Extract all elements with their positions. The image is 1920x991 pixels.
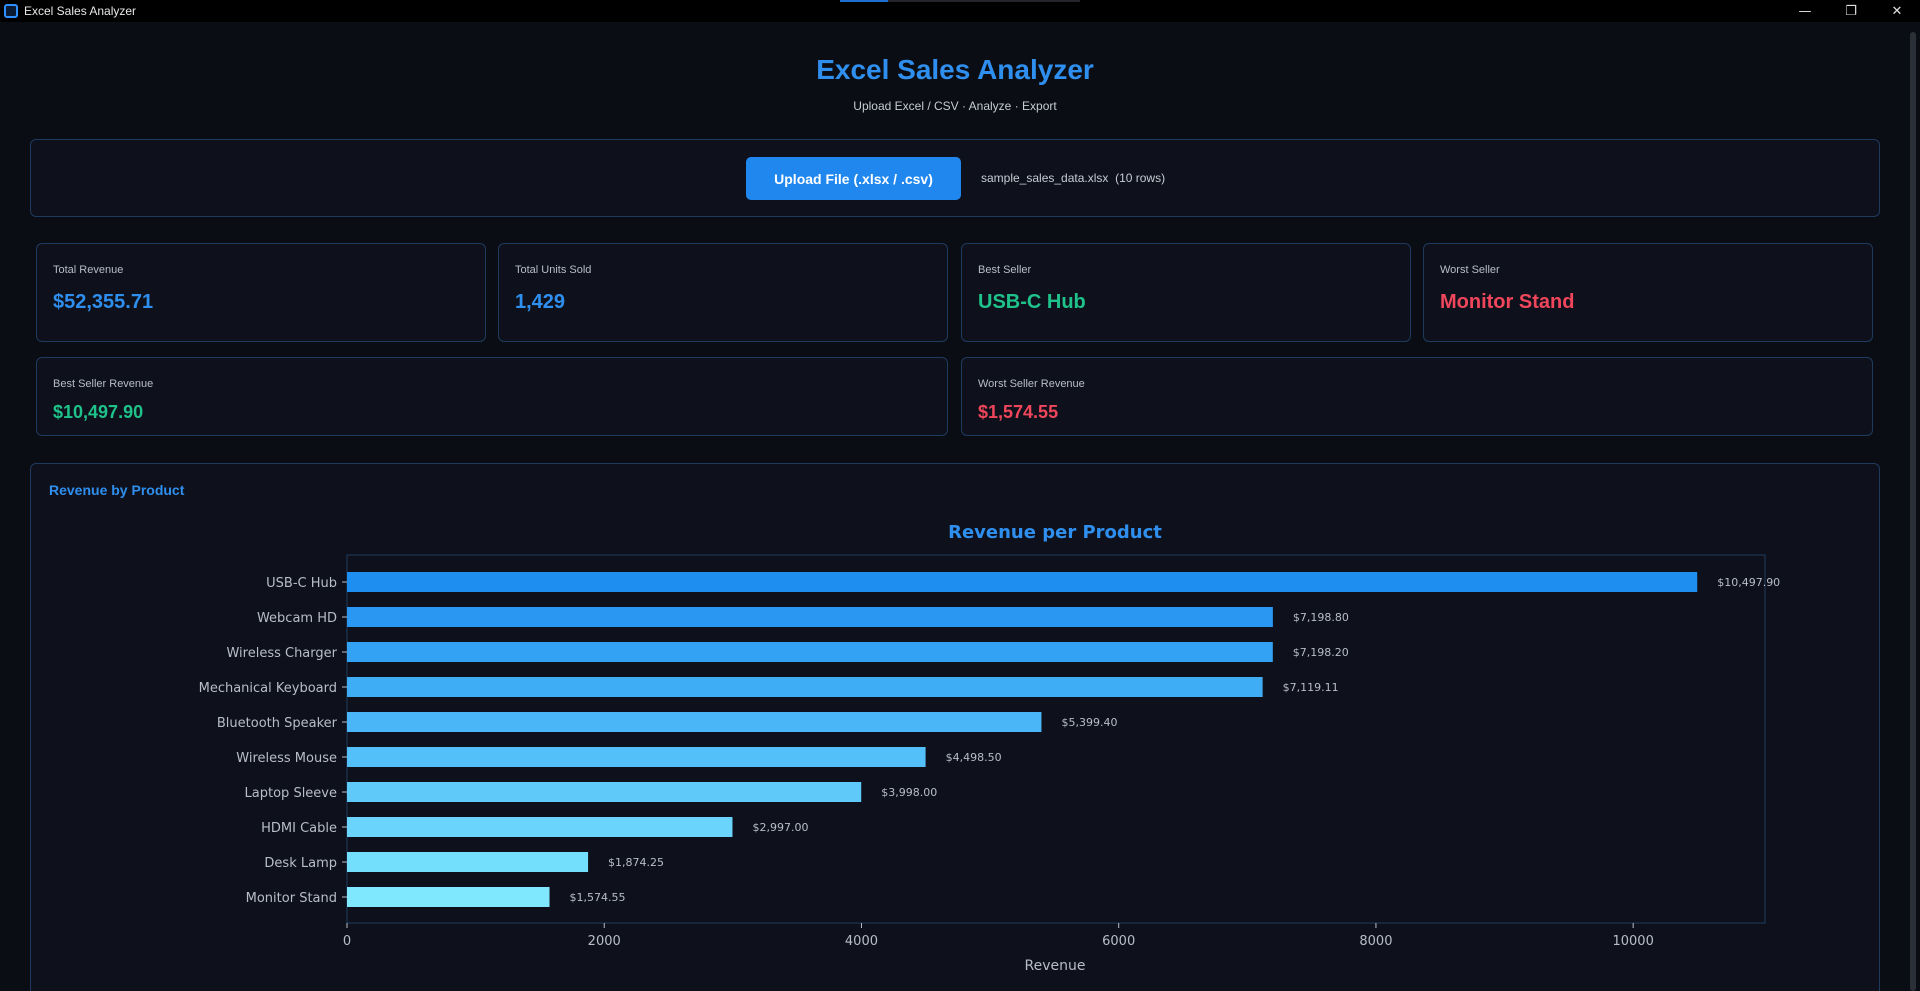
x-tick-label: 0 (343, 934, 351, 949)
best-seller-card: Best Seller USB-C Hub (961, 243, 1411, 342)
bar-desk-lamp (347, 852, 589, 872)
x-tick-label: 10000 (1612, 934, 1653, 949)
best-seller-revenue-value: $10,497.90 (53, 402, 144, 422)
revenue-chart-panel: Revenue by Product Revenue per Product $… (30, 463, 1880, 991)
titlebar-accent (840, 0, 1080, 2)
bar-usb-c-hub (347, 572, 1698, 592)
vertical-scrollbar[interactable] (1906, 22, 1920, 991)
bar-bluetooth-speaker (347, 712, 1042, 732)
window-title: Excel Sales Analyzer (24, 4, 137, 18)
bar-data-label: $4,498.50 (946, 751, 1002, 764)
y-tick-label: Laptop Sleeve (245, 786, 337, 801)
x-tick-label: 2000 (588, 934, 621, 949)
y-tick-label: Webcam HD (257, 611, 337, 626)
bar-data-label: $7,198.20 (1293, 646, 1349, 659)
bar-data-label: $1,874.25 (608, 856, 664, 869)
file-info-text: sample_sales_data.xlsx (10 rows) (981, 171, 1166, 185)
bar-laptop-sleeve (347, 782, 862, 802)
x-tick-label: 4000 (845, 934, 878, 949)
bar-data-label: $2,997.00 (752, 821, 808, 834)
worst-seller-card: Worst Seller Monitor Stand (1423, 243, 1873, 342)
y-tick-label: Wireless Mouse (236, 751, 337, 766)
y-tick-label: Desk Lamp (264, 856, 337, 871)
upload-file-button[interactable]: Upload File (.xlsx / .csv) (746, 157, 961, 200)
y-tick-label: Monitor Stand (246, 891, 337, 906)
y-tick-label: USB-C Hub (266, 576, 337, 591)
bar-data-label: $3,998.00 (881, 786, 937, 799)
best-seller-value: USB-C Hub (978, 291, 1086, 313)
plot-area (346, 554, 1766, 924)
bar-monitor-stand (347, 887, 550, 907)
card-label: Worst Seller (1440, 264, 1500, 276)
best-seller-revenue-card: Best Seller Revenue $10,497.90 (36, 357, 948, 436)
bar-data-label: $7,119.11 (1283, 681, 1339, 694)
bar-wireless-mouse (347, 747, 926, 767)
window-titlebar: Excel Sales Analyzer — ❐ ✕ (0, 0, 1920, 22)
bar-hdmi-cable (347, 817, 733, 837)
x-axis-label: Revenue (1025, 958, 1086, 974)
bar-webcam-hd (347, 607, 1273, 627)
page-title: Excel Sales Analyzer (816, 54, 1094, 85)
worst-seller-revenue-value: $1,574.55 (978, 402, 1059, 422)
total-units-value: 1,429 (515, 291, 566, 313)
card-label: Total Revenue (53, 264, 124, 276)
y-tick-label: Bluetooth Speaker (217, 716, 338, 731)
upload-panel: Upload File (.xlsx / .csv) sample_sales_… (30, 139, 1880, 217)
bar-data-label: $10,497.90 (1717, 576, 1780, 589)
card-label: Best Seller (978, 264, 1032, 276)
bar-data-label: $1,574.55 (570, 891, 626, 904)
restore-button[interactable]: ❐ (1845, 3, 1857, 19)
chart-section-title: Revenue by Product (49, 482, 185, 498)
x-tick-label: 6000 (1102, 934, 1135, 949)
worst-seller-revenue-card: Worst Seller Revenue $1,574.55 (961, 357, 1873, 436)
close-button[interactable]: ✕ (1891, 3, 1903, 19)
y-tick-label: Mechanical Keyboard (199, 681, 337, 696)
card-label: Best Seller Revenue (53, 378, 154, 390)
x-tick-label: 8000 (1359, 934, 1392, 949)
total-units-card: Total Units Sold 1,429 (498, 243, 948, 342)
window-controls: — ❐ ✕ (1782, 0, 1920, 22)
card-label: Worst Seller Revenue (978, 378, 1085, 390)
minimize-button[interactable]: — (1798, 3, 1812, 19)
total-revenue-card: Total Revenue $52,355.71 (36, 243, 486, 342)
y-tick-label: Wireless Charger (226, 646, 337, 661)
total-revenue-value: $52,355.71 (53, 291, 154, 313)
chart-title: Revenue per Product (948, 522, 1162, 543)
revenue-bar-chart: Revenue per Product $10,497.90 $7,198.80 $… (199, 522, 1781, 974)
card-label: Total Units Sold (515, 264, 592, 276)
app-icon (4, 4, 18, 18)
worst-seller-value: Monitor Stand (1440, 291, 1575, 313)
bar-mechanical-keyboard (347, 677, 1263, 697)
bar-data-label: $5,399.40 (1061, 716, 1117, 729)
bar-wireless-charger (347, 642, 1273, 662)
page-subtitle: Upload Excel / CSV · Analyze · Export (853, 99, 1057, 113)
bar-data-label: $7,198.80 (1293, 611, 1349, 624)
y-tick-label: HDMI Cable (261, 821, 337, 836)
scrollbar-thumb[interactable] (1910, 32, 1916, 991)
